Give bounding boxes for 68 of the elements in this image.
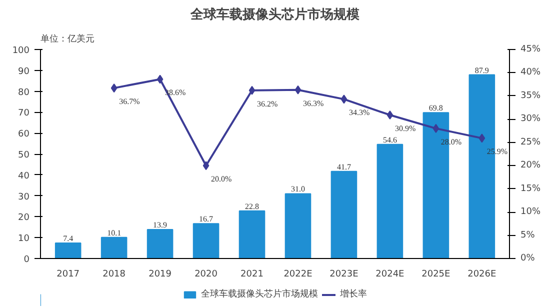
y-tick-label: 30 [18,192,30,202]
y2-tick-label: 15% [520,184,541,194]
x-tick-label: 2024E [376,270,405,280]
text: 单位：亿美元 [40,34,94,44]
x-tick-label: 2021 [240,270,264,280]
x-tick-label: 2019 [148,270,172,280]
legend-label: 全球车载摄像头芯片市场规模 [201,288,318,300]
point [478,134,486,143]
bar [146,228,174,258]
y2-tick-label: 40% [520,68,541,78]
point [156,74,164,84]
bar [330,170,358,258]
y-tick-label: 100 [12,46,30,56]
bar [238,210,266,258]
data-label: 41.7 [336,162,351,172]
x-tick-label: 2025E [422,270,451,280]
y2-tick-label: 30% [520,114,541,124]
data-label: 20.0% [211,174,232,184]
point [110,84,118,93]
data-label: 13.9 [153,220,168,230]
data-label: 22.8 [245,202,260,211]
bar [376,144,404,258]
point [340,94,348,104]
y2-tick-label: 20% [520,160,541,171]
y-tick-label: 10 [18,234,30,244]
x-tick-label: 2018 [102,270,126,280]
data-label: 34.3% [348,108,370,118]
x-tick-label: 2026E [468,270,497,280]
y2-tick-label: 10% [520,207,541,218]
point [294,85,302,94]
bar [54,242,82,258]
y-tick-label: 0 [24,255,30,265]
bar [192,223,220,258]
data-label: 7.4 [63,234,74,244]
point [248,86,256,95]
point [386,110,394,120]
y-tick-label: 70 [18,108,30,119]
y-tick-label: 40 [18,171,30,182]
data-label: 54.6 [382,135,397,144]
data-label: 87.9 [474,66,489,75]
y-tick-label: 20 [18,213,30,224]
y2-tick-label: 25% [520,137,541,148]
data-label: 36.3% [302,98,324,108]
y2-tick-label: 0% [520,254,536,264]
data-label: 36.7% [119,97,140,106]
x-tick-label: 2020 [194,270,218,280]
x-tick-label: 2022E [284,270,313,280]
data-label: 10.1 [107,228,122,238]
y-tick-label: 60 [18,130,30,140]
x-tick-label: 2023E [330,270,359,280]
legend-label: 增长率 [340,288,367,300]
y-tick-label: 90 [18,66,30,77]
x-tick-label: 2017 [56,270,80,280]
data-label: 31.0 [290,184,305,194]
y2-tick-label: 35% [520,90,541,101]
y2-tick-label: 5% [520,230,536,240]
y-tick-label: 50 [18,150,30,160]
y2-tick-label: 45% [520,44,541,54]
data-label: 69.8 [428,104,443,113]
bar [284,193,312,258]
chart-title: 全球车载摄像头芯片市场规模 [190,6,360,22]
point [432,124,440,133]
data-label: 16.7 [199,214,214,224]
point [202,161,210,170]
bar [100,236,128,258]
y-tick-label: 80 [18,88,30,98]
data-label: 36.2% [257,99,278,108]
data-label: 30.9% [394,124,416,133]
